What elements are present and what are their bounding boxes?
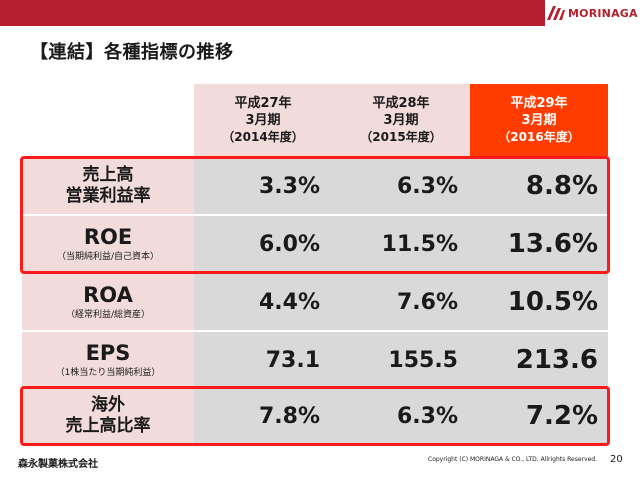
row-label-line1: 売上高 — [82, 165, 134, 185]
table-row-roa: ROA （経常利益/総資産） 4.4% 7.6% 10.5% — [22, 274, 608, 330]
top-accent-bar — [0, 0, 545, 26]
value-cell: 13.6% — [470, 216, 608, 272]
logo-wordmark: MORINAGA — [568, 6, 638, 20]
value-cell: 213.6 — [470, 332, 608, 388]
highlight-box-margin-roe — [20, 156, 610, 274]
column-header-period: 3月期 — [521, 112, 557, 128]
value-cell: 10.5% — [470, 274, 608, 330]
value-cell: 7.2% — [470, 388, 608, 444]
company-logo: MORINAGA — [547, 5, 638, 21]
value-cell: 11.5% — [332, 216, 470, 272]
table-row-overseas-ratio: 海外 売上高比率 7.8% 6.3% 7.2% — [22, 388, 608, 444]
row-label: EPS （1株当たり当期純利益） — [22, 332, 194, 388]
row-label: ROA （経常利益/総資産） — [22, 274, 194, 330]
row-label: 売上高 営業利益率 — [22, 158, 194, 214]
row-label-note: （当期純利益/自己資本） — [56, 252, 160, 262]
column-header-fiscal-year: （2016年度） — [498, 129, 580, 144]
value-cell: 7.6% — [332, 274, 470, 330]
row-label: ROE （当期純利益/自己資本） — [22, 216, 194, 272]
value-cell: 6.3% — [332, 158, 470, 214]
value-cell: 8.8% — [470, 158, 608, 214]
footer-copyright: Copyright (C) MORINAGA & CO., LTD. Allri… — [428, 456, 597, 463]
column-header-fiscal-year: （2015年度） — [360, 129, 442, 144]
column-header-era: 平成28年 — [372, 95, 430, 111]
header-empty-cell — [22, 84, 194, 156]
column-header-fy2014: 平成27年 3月期 （2014年度） — [194, 84, 332, 156]
table-row-operating-margin: 売上高 営業利益率 3.3% 6.3% 8.8% — [22, 158, 608, 214]
footer-company-name: 森永製菓株式会社 — [18, 459, 98, 470]
column-header-period: 3月期 — [383, 112, 419, 128]
value-cell: 3.3% — [194, 158, 332, 214]
value-cell: 6.3% — [332, 388, 470, 444]
table-row-eps: EPS （1株当たり当期純利益） 73.1 155.5 213.6 — [22, 332, 608, 388]
row-label-line1: EPS — [85, 341, 131, 365]
row-label-line2: 売上高比率 — [65, 416, 151, 436]
value-cell: 7.8% — [194, 388, 332, 444]
row-label-line1: 海外 — [91, 395, 125, 415]
row-label: 海外 売上高比率 — [22, 388, 194, 444]
angel-mark-icon — [547, 6, 565, 20]
row-label-note: （1株当たり当期純利益） — [55, 368, 161, 378]
page-title: 【連結】各種指標の推移 — [30, 42, 234, 63]
row-label-line1: ROA — [83, 283, 133, 307]
highlight-box-overseas — [20, 386, 610, 446]
value-cell: 155.5 — [332, 332, 470, 388]
row-label-line2: 営業利益率 — [65, 186, 151, 206]
row-label-note: （経常利益/総資産） — [65, 310, 151, 320]
value-cell: 6.0% — [194, 216, 332, 272]
column-header-era: 平成29年 — [510, 95, 568, 111]
page-number: 20 — [610, 454, 623, 465]
row-label-line1: ROE — [83, 225, 133, 249]
column-header-fy2015: 平成28年 3月期 （2015年度） — [332, 84, 470, 156]
column-header-fiscal-year: （2014年度） — [222, 129, 304, 144]
column-header-era: 平成27年 — [234, 95, 292, 111]
table-row-roe: ROE （当期純利益/自己資本） 6.0% 11.5% 13.6% — [22, 216, 608, 272]
value-cell: 73.1 — [194, 332, 332, 388]
value-cell: 4.4% — [194, 274, 332, 330]
column-header-period: 3月期 — [245, 112, 281, 128]
column-header-fy2016: 平成29年 3月期 （2016年度） — [470, 84, 608, 156]
